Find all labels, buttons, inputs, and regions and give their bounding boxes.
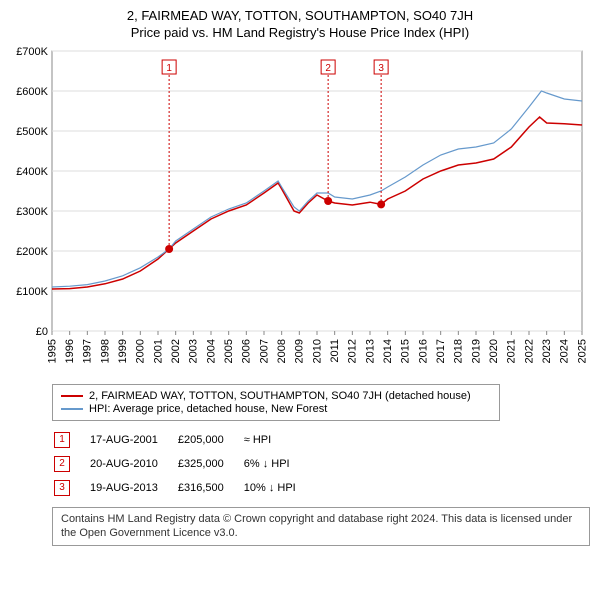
svg-text:£200K: £200K — [16, 246, 48, 258]
legend-item: HPI: Average price, detached house, New … — [61, 403, 491, 415]
table-row: 3 19-AUG-2013 £316,500 10% ↓ HPI — [54, 477, 314, 499]
legend-label: HPI: Average price, detached house, New … — [89, 403, 327, 415]
svg-text:2004: 2004 — [205, 339, 217, 363]
legend-swatch — [61, 408, 83, 410]
legend-swatch — [61, 395, 83, 397]
legend-label: 2, FAIRMEAD WAY, TOTTON, SOUTHAMPTON, SO… — [89, 390, 471, 402]
chart-svg: £0 £100K £200K £300K £400K £500K £600K £700K 199… — [10, 46, 590, 376]
svg-text:2006: 2006 — [241, 339, 253, 363]
plot-area: £0 £100K £200K £300K £400K £500K £600K £700K 199… — [10, 46, 590, 376]
svg-text:2003: 2003 — [188, 339, 200, 363]
svg-text:1997: 1997 — [82, 339, 94, 363]
svg-text:2018: 2018 — [453, 339, 465, 363]
svg-text:1998: 1998 — [99, 339, 111, 363]
svg-text:£700K: £700K — [16, 46, 48, 58]
svg-text:£100K: £100K — [16, 286, 48, 298]
svg-text:1996: 1996 — [64, 339, 76, 363]
event-delta: 6% ↓ HPI — [244, 453, 314, 475]
svg-text:2014: 2014 — [382, 339, 394, 363]
svg-text:3: 3 — [378, 63, 384, 74]
svg-text:2019: 2019 — [470, 339, 482, 363]
chart-title: 2, FAIRMEAD WAY, TOTTON, SOUTHAMPTON, SO… — [10, 8, 590, 23]
event-delta: 10% ↓ HPI — [244, 477, 314, 499]
svg-text:£0: £0 — [36, 326, 48, 338]
svg-text:2005: 2005 — [223, 339, 235, 363]
event-date: 17-AUG-2001 — [90, 429, 176, 451]
svg-text:2000: 2000 — [135, 339, 147, 363]
svg-text:2002: 2002 — [170, 339, 182, 363]
svg-text:2007: 2007 — [258, 339, 270, 363]
svg-text:2013: 2013 — [364, 339, 376, 363]
svg-text:2025: 2025 — [576, 339, 588, 363]
event-price: £205,000 — [178, 429, 242, 451]
svg-text:2001: 2001 — [152, 339, 164, 363]
svg-text:2009: 2009 — [294, 339, 306, 363]
legend-item: 2, FAIRMEAD WAY, TOTTON, SOUTHAMPTON, SO… — [61, 390, 491, 402]
svg-text:2020: 2020 — [488, 339, 500, 363]
chart-subtitle: Price paid vs. HM Land Registry's House … — [10, 25, 590, 40]
event-price: £325,000 — [178, 453, 242, 475]
svg-text:2011: 2011 — [329, 339, 341, 363]
svg-text:2015: 2015 — [400, 339, 412, 363]
event-marker-icon: 1 — [54, 432, 70, 448]
event-price: £316,500 — [178, 477, 242, 499]
table-row: 2 20-AUG-2010 £325,000 6% ↓ HPI — [54, 453, 314, 475]
svg-text:2016: 2016 — [417, 339, 429, 363]
event-marker-icon: 2 — [54, 456, 70, 472]
svg-text:£600K: £600K — [16, 86, 48, 98]
legend: 2, FAIRMEAD WAY, TOTTON, SOUTHAMPTON, SO… — [52, 384, 500, 421]
event-marker-icon: 3 — [54, 480, 70, 496]
svg-text:2021: 2021 — [506, 339, 518, 363]
svg-text:1995: 1995 — [46, 339, 58, 363]
footer-attribution: Contains HM Land Registry data © Crown c… — [52, 507, 590, 546]
svg-text:£500K: £500K — [16, 126, 48, 138]
svg-text:2024: 2024 — [559, 339, 571, 363]
svg-text:2010: 2010 — [311, 339, 323, 363]
svg-text:1: 1 — [166, 63, 172, 74]
event-delta: ≈ HPI — [244, 429, 314, 451]
svg-text:2022: 2022 — [523, 339, 535, 363]
svg-text:2012: 2012 — [347, 339, 359, 363]
event-date: 19-AUG-2013 — [90, 477, 176, 499]
svg-text:2023: 2023 — [541, 339, 553, 363]
svg-text:2: 2 — [325, 63, 331, 74]
svg-text:1999: 1999 — [117, 339, 129, 363]
svg-text:£300K: £300K — [16, 206, 48, 218]
table-row: 1 17-AUG-2001 £205,000 ≈ HPI — [54, 429, 314, 451]
svg-text:2017: 2017 — [435, 339, 447, 363]
event-date: 20-AUG-2010 — [90, 453, 176, 475]
chart-container: 2, FAIRMEAD WAY, TOTTON, SOUTHAMPTON, SO… — [0, 0, 600, 550]
events-table: 1 17-AUG-2001 £205,000 ≈ HPI 2 20-AUG-20… — [52, 427, 316, 501]
svg-text:£400K: £400K — [16, 166, 48, 178]
svg-text:2008: 2008 — [276, 339, 288, 363]
